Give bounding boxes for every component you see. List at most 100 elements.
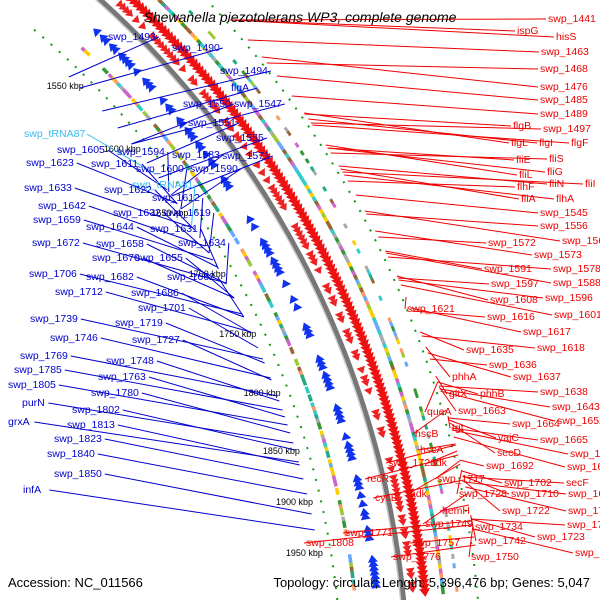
gene-label-flgI: flgI — [539, 137, 553, 149]
gene-label-secD: secD — [497, 447, 521, 459]
reverse-gene-arrow — [234, 134, 242, 143]
reverse-gene-arrow — [153, 37, 162, 46]
gene-label-swp_1635: swp_1635 — [466, 344, 514, 356]
leader-line — [456, 469, 463, 495]
feature-block — [332, 479, 338, 487]
leader-line — [310, 122, 542, 130]
gene-label-swp_tRNA87: swp_tRNA87 — [24, 128, 85, 140]
reverse-gene-arrow — [419, 588, 431, 597]
leader-line — [49, 489, 315, 531]
kbp-tick-label: 1850 kbp — [263, 446, 300, 456]
leader-line — [304, 113, 512, 127]
reverse-gene-arrow — [231, 131, 240, 140]
reverse-gene-arrow — [414, 551, 426, 561]
forward-gene-arrow — [370, 571, 381, 581]
reverse-gene-arrow — [406, 506, 418, 516]
reverse-gene-arrow — [390, 482, 400, 491]
leader-line — [303, 524, 473, 544]
forward-gene-arrow — [356, 490, 367, 500]
reverse-gene-arrow — [323, 286, 332, 295]
forward-gene-arrow — [263, 245, 273, 255]
reverse-gene-arrow — [244, 149, 253, 158]
reverse-gene-arrow — [209, 102, 218, 111]
feature-block — [294, 142, 300, 148]
gene-label-hisS: hisS — [556, 31, 576, 43]
leader-line — [100, 337, 271, 379]
forward-gene-arrow — [210, 161, 220, 171]
leader-line — [344, 174, 555, 200]
reverse-gene-arrow — [400, 531, 410, 540]
gene-label-swp_1489: swp_1489 — [540, 108, 588, 120]
forward-gene-arrow — [303, 326, 314, 336]
gene-label-swp_1771: swp_1771 — [345, 527, 393, 539]
feature-block — [366, 269, 372, 276]
reverse-gene-arrow — [274, 194, 282, 203]
forward-gene-arrow — [332, 403, 343, 412]
feature-block — [399, 347, 404, 354]
feature-block — [309, 165, 315, 172]
reverse-gene-arrow — [299, 237, 308, 246]
forward-gene-arrow — [315, 354, 325, 364]
reverse-gene-arrow — [415, 556, 427, 566]
gene-label-swp_1805: swp_1805 — [8, 379, 56, 391]
reverse-gene-arrow — [361, 378, 370, 387]
leader-line — [459, 459, 485, 467]
leader-line — [463, 480, 501, 512]
forward-gene-arrow — [203, 150, 212, 160]
kbp-tick-label: 1600 kbp — [104, 144, 141, 154]
leader-line — [472, 528, 574, 554]
leader-line — [427, 450, 458, 464]
forward-gene-arrow — [347, 453, 358, 462]
leader-line — [76, 162, 177, 204]
forward-gene-arrow — [133, 67, 143, 77]
reverse-gene-arrow — [402, 545, 412, 553]
feature-block — [390, 325, 396, 332]
kbp-tick-label: 1750 kbp — [219, 329, 256, 339]
gene-label-swp_1808: swp_1808 — [306, 537, 354, 549]
forward-gene-arrow — [360, 507, 370, 517]
gene-label-swp_1621: swp_1621 — [407, 303, 455, 315]
gene-label-swp_1611: swp_1611 — [91, 158, 138, 170]
gene-label-swp_1612: swp_1612 — [152, 192, 200, 204]
feature-block — [364, 265, 370, 272]
gene-label-infA: infA — [23, 484, 41, 496]
leader-line — [208, 212, 215, 254]
reverse-gene-arrow — [402, 483, 414, 494]
reverse-gene-arrow — [269, 187, 278, 196]
gene-features — [33, 0, 479, 600]
forward-gene-arrow — [353, 478, 364, 487]
gene-label-swp_1545: swp_1545 — [540, 207, 588, 219]
feature-block — [241, 69, 247, 76]
forward-gene-arrow — [364, 533, 375, 542]
leader-line — [461, 470, 503, 484]
gene-label-swp_1710: swp_1710 — [511, 488, 559, 500]
feature-block — [252, 84, 259, 91]
leader-line — [180, 168, 242, 210]
genome-title: Shewanella piezotolerans WP3, complete g… — [143, 9, 457, 25]
gene-label-swp_1823: swp_1823 — [54, 433, 102, 445]
gene-label-swp_1632: swp_1632 — [113, 207, 161, 219]
feature-block — [341, 520, 347, 529]
reverse-gene-arrow — [252, 160, 260, 169]
reverse-gene-arrow — [397, 518, 407, 526]
gene-label-grxA: grxA — [8, 416, 30, 428]
forward-gene-arrow — [358, 499, 369, 508]
leader-line — [225, 242, 230, 284]
forward-gene-arrow — [322, 374, 333, 384]
leader-line — [435, 375, 448, 395]
reverse-gene-arrow — [267, 183, 275, 192]
feature-block — [342, 223, 348, 229]
reverse-gene-arrow — [407, 510, 419, 521]
leader-line — [449, 422, 496, 454]
gene-label-phhB: phhB — [480, 388, 505, 400]
leader-line — [330, 152, 548, 160]
forward-gene-arrow — [127, 61, 137, 71]
forward-gene-arrow — [316, 358, 327, 368]
gene-label-fliS: fliS — [549, 153, 564, 165]
gene-label-flhF: flhF — [517, 181, 535, 193]
feature-block — [201, 187, 209, 196]
leader-line — [375, 230, 533, 256]
gene-label-phhA: phhA — [452, 371, 477, 383]
reverse-gene-arrow — [399, 527, 409, 535]
